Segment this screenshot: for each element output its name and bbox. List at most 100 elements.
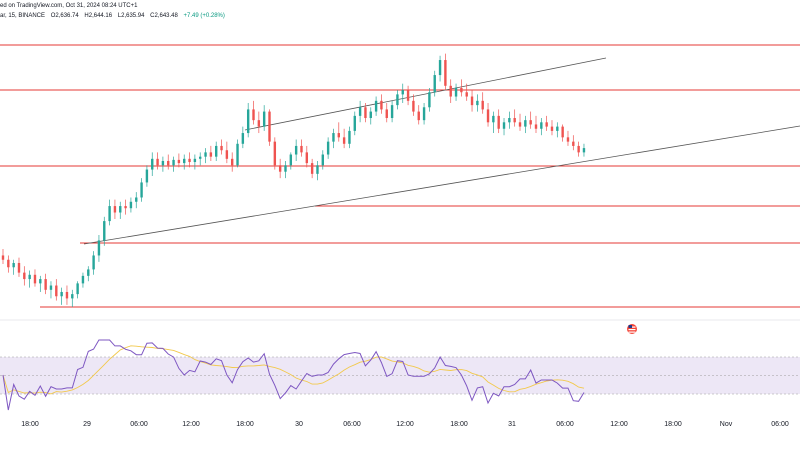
candle[interactable] — [486, 102, 490, 127]
candle[interactable] — [481, 92, 484, 114]
candle[interactable] — [273, 137, 277, 170]
candle[interactable] — [428, 87, 431, 112]
candle[interactable] — [278, 158, 282, 179]
candle[interactable] — [140, 178, 143, 202]
candle[interactable] — [492, 111, 495, 134]
candle[interactable] — [321, 150, 324, 170]
candle[interactable] — [342, 128, 346, 149]
candle[interactable] — [246, 102, 250, 138]
candle[interactable] — [289, 152, 293, 170]
candle[interactable] — [209, 145, 213, 161]
candle[interactable] — [23, 266, 26, 286]
candle[interactable] — [199, 152, 202, 166]
candle[interactable] — [49, 281, 53, 299]
candle[interactable] — [161, 156, 165, 172]
candle[interactable] — [545, 115, 548, 131]
candle[interactable] — [119, 201, 122, 219]
candle[interactable] — [124, 199, 127, 215]
candle[interactable] — [358, 100, 362, 123]
candle[interactable] — [433, 70, 436, 97]
candles[interactable] — [1, 53, 586, 307]
candle[interactable] — [310, 158, 314, 179]
candle[interactable] — [294, 139, 298, 161]
candle[interactable] — [215, 141, 218, 161]
candle[interactable] — [167, 154, 170, 170]
candle[interactable] — [417, 105, 420, 125]
candle[interactable] — [380, 94, 383, 114]
candle[interactable] — [348, 126, 351, 149]
candle[interactable] — [76, 281, 79, 299]
candle[interactable] — [172, 156, 175, 172]
candle[interactable] — [572, 135, 575, 151]
candle[interactable] — [230, 152, 234, 172]
rsi-pane[interactable] — [0, 339, 800, 411]
candle[interactable] — [60, 287, 63, 305]
candle[interactable] — [556, 122, 559, 138]
candle[interactable] — [422, 102, 426, 125]
candle[interactable] — [534, 115, 538, 134]
candle[interactable] — [332, 128, 335, 149]
candle[interactable] — [113, 199, 117, 219]
candle[interactable] — [529, 111, 532, 129]
candle[interactable] — [33, 269, 37, 287]
economic-event-flag-icon[interactable] — [627, 324, 637, 334]
candle[interactable] — [316, 160, 319, 181]
candle[interactable] — [87, 266, 90, 282]
candle[interactable] — [524, 115, 527, 134]
candle[interactable] — [97, 235, 101, 262]
candle[interactable] — [550, 120, 554, 136]
candle[interactable] — [193, 154, 197, 170]
candle[interactable] — [476, 94, 479, 112]
candle[interactable] — [44, 273, 47, 295]
candle[interactable] — [465, 83, 468, 101]
candle[interactable] — [1, 249, 5, 265]
candle[interactable] — [71, 289, 74, 307]
candle[interactable] — [12, 259, 15, 275]
candle[interactable] — [513, 109, 516, 127]
candle[interactable] — [145, 165, 149, 187]
candle[interactable] — [39, 275, 42, 292]
candle[interactable] — [252, 100, 255, 125]
candle[interactable] — [374, 96, 378, 116]
candle[interactable] — [396, 90, 399, 110]
candle[interactable] — [103, 216, 106, 246]
candle[interactable] — [177, 153, 181, 168]
candle[interactable] — [55, 279, 58, 301]
candle[interactable] — [220, 139, 223, 155]
candle[interactable] — [65, 285, 69, 305]
candle[interactable] — [262, 105, 266, 131]
candle[interactable] — [268, 109, 271, 146]
candle[interactable] — [454, 83, 458, 101]
candle[interactable] — [518, 113, 522, 131]
candle[interactable] — [156, 152, 159, 170]
candle[interactable] — [28, 270, 31, 288]
candle[interactable] — [470, 90, 474, 112]
candle[interactable] — [188, 152, 191, 168]
candle[interactable] — [364, 102, 367, 123]
candle[interactable] — [129, 197, 133, 213]
candle[interactable] — [257, 111, 261, 134]
candle[interactable] — [508, 111, 511, 129]
candle[interactable] — [566, 130, 570, 146]
candle[interactable] — [225, 141, 229, 164]
candle[interactable] — [502, 118, 506, 136]
candle[interactable] — [497, 109, 500, 134]
candle[interactable] — [284, 160, 287, 179]
candle[interactable] — [385, 102, 388, 123]
candle[interactable] — [561, 124, 564, 142]
candle[interactable] — [183, 154, 186, 170]
candle[interactable] — [369, 107, 372, 125]
candle[interactable] — [108, 199, 111, 226]
candle[interactable] — [406, 85, 410, 106]
candle[interactable] — [460, 79, 463, 97]
candle[interactable] — [17, 257, 21, 277]
candle[interactable] — [204, 148, 207, 164]
candle[interactable] — [412, 94, 415, 116]
candle[interactable] — [305, 145, 309, 168]
candle[interactable] — [444, 53, 447, 91]
candle[interactable] — [81, 272, 85, 288]
candle[interactable] — [582, 143, 586, 157]
candle[interactable] — [326, 137, 330, 159]
candle[interactable] — [353, 111, 356, 136]
